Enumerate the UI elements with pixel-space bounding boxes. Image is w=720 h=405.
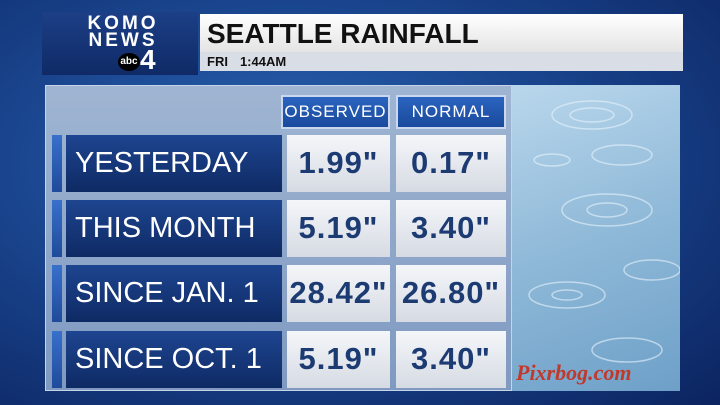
ripples	[528, 100, 681, 363]
cell: 5.19"	[287, 200, 390, 257]
cell: 0.17"	[396, 135, 506, 192]
day: FRI	[207, 54, 228, 69]
time: 1:44AM	[239, 54, 287, 69]
watermark: Pixrbog.com	[516, 360, 632, 385]
network-badge: abc	[118, 53, 140, 71]
channel-number: 4	[140, 44, 156, 75]
timestamp: FRI 1:44AM	[200, 52, 683, 71]
cell: 28.42"	[287, 265, 390, 322]
logo: KOMO NEWS abc 4	[42, 12, 198, 75]
cell: 3.40"	[396, 331, 506, 388]
column-header: NORMAL	[396, 95, 506, 129]
logo-text: KOMO	[87, 13, 159, 34]
logo-text: NEWS	[88, 30, 158, 51]
row-marker	[52, 200, 62, 257]
cell: 5.19"	[287, 331, 390, 388]
row-label: SINCE OCT. 1	[66, 331, 282, 388]
cell: 1.99"	[287, 135, 390, 192]
title: SEATTLE RAINFALL	[200, 14, 683, 52]
row-marker	[52, 331, 62, 388]
column-header: OBSERVED	[281, 95, 390, 129]
rain-image	[512, 85, 681, 391]
row-marker	[52, 265, 62, 322]
cell: 3.40"	[396, 200, 506, 257]
row-label: THIS MONTH	[66, 200, 282, 257]
row-marker	[52, 135, 62, 192]
row-label: YESTERDAY	[66, 135, 282, 192]
row-label: SINCE JAN. 1	[66, 265, 282, 322]
cell: 26.80"	[396, 265, 506, 322]
